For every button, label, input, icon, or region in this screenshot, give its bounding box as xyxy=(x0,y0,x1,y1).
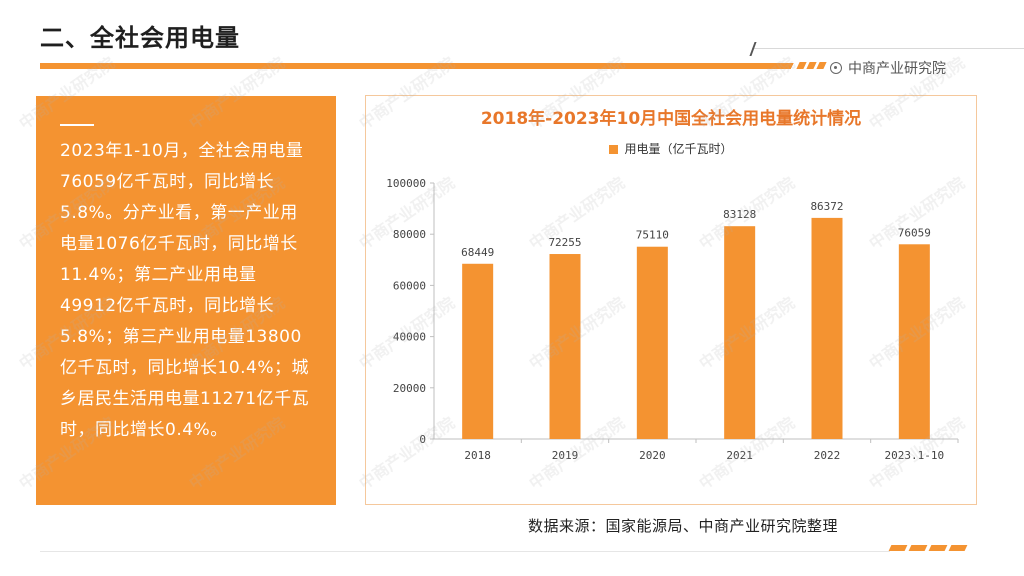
header-accent-bar xyxy=(40,63,780,69)
y-tick-label: 100000 xyxy=(386,177,426,190)
y-tick-label: 80000 xyxy=(393,228,426,241)
footer-stripes xyxy=(888,545,968,551)
bar xyxy=(549,254,581,439)
bar-value-label: 68449 xyxy=(461,246,494,259)
bar-value-label: 86372 xyxy=(810,200,843,213)
x-tick-label: 2021 xyxy=(726,449,753,462)
bar xyxy=(636,246,668,439)
bar xyxy=(811,217,843,439)
header-stripes xyxy=(796,62,827,70)
chart-frame: 2018年-2023年10月中国全社会用电量统计情况 用电量（亿千瓦时） 0 20… xyxy=(365,95,977,505)
page-title: 二、全社会用电量 xyxy=(40,24,240,52)
footer-divider xyxy=(40,551,890,552)
chart-title: 2018年-2023年10月中国全社会用电量统计情况 xyxy=(480,109,862,129)
data-source: 数据来源：国家能源局、中商产业研究院整理 xyxy=(528,517,839,535)
bar xyxy=(462,263,494,439)
bar-value-label: 83128 xyxy=(723,208,756,221)
y-tick-label: 0 xyxy=(419,433,426,446)
bar xyxy=(724,226,756,439)
brand-logo-icon xyxy=(830,62,842,74)
summary-panel: 2023年1-10月，全社会用电量76059亿千瓦时，同比增长5.8%。分产业看… xyxy=(36,96,336,505)
brand-name: 中商产业研究院 xyxy=(848,61,946,77)
bar-value-label: 76059 xyxy=(898,226,931,239)
bar-value-label: 75110 xyxy=(636,229,669,242)
bar-chart: 0 20000 40000 60000 80000 100000 68449 2018 7225… xyxy=(386,177,959,462)
y-tick-label: 40000 xyxy=(393,331,426,344)
legend-swatch xyxy=(609,145,619,154)
header-divider xyxy=(752,48,1024,49)
bar xyxy=(898,244,930,439)
y-tick-label: 20000 xyxy=(393,382,426,395)
x-tick-label: 2023.1-10 xyxy=(885,449,945,462)
x-tick-label: 2019 xyxy=(552,449,579,462)
x-tick-label: 2022 xyxy=(814,449,841,462)
x-tick-label: 2020 xyxy=(639,449,666,462)
brand-header: 中商产业研究院 xyxy=(830,58,946,78)
x-tick-label: 2018 xyxy=(464,449,491,462)
header-accent-slant xyxy=(780,63,800,69)
legend-label: 用电量（亿千瓦时） xyxy=(624,142,733,156)
header-slash xyxy=(749,42,757,56)
summary-text: 2023年1-10月，全社会用电量76059亿千瓦时，同比增长5.8%。分产业看… xyxy=(60,141,310,440)
summary-dash xyxy=(60,124,94,126)
chart-legend: 用电量（亿千瓦时） xyxy=(366,140,976,157)
y-tick-label: 60000 xyxy=(393,279,426,292)
bar-value-label: 72255 xyxy=(548,236,581,249)
